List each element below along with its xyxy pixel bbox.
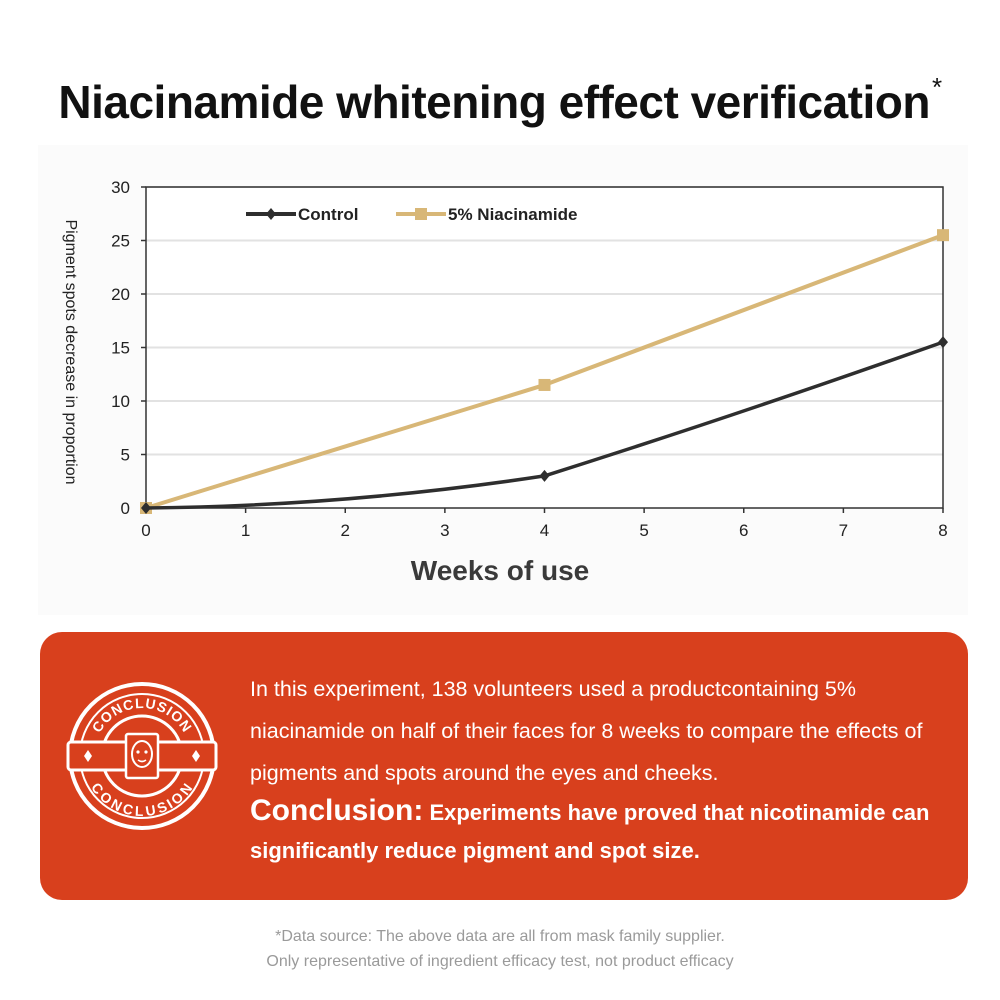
- x-tick-label: 4: [540, 521, 549, 540]
- data-point: [539, 469, 550, 482]
- svg-text:CONCLUSION: CONCLUSION: [88, 780, 196, 820]
- x-tick-label: 8: [938, 521, 947, 540]
- y-tick-label: 10: [111, 392, 130, 411]
- y-tick-label: 25: [111, 232, 130, 251]
- page-title: Niacinamide whitening effect verificatio…: [58, 72, 942, 128]
- footnote: *Data source: The above data are all fro…: [0, 924, 1000, 974]
- data-point: [538, 378, 551, 391]
- x-tick-label: 0: [141, 521, 150, 540]
- x-axis-title: Weeks of use: [410, 555, 590, 586]
- data-point: [141, 502, 151, 514]
- conclusion-panel: CONCLUSION CONCLUSION In this experiment…: [40, 632, 968, 900]
- legend-label: Control: [298, 205, 358, 224]
- x-tick-label: 7: [839, 521, 848, 540]
- x-tick-label: 6: [739, 521, 748, 540]
- y-tick-label: 20: [111, 285, 130, 304]
- legend-label: 5% Niacinamide: [448, 205, 577, 224]
- x-tick-label: 1: [241, 521, 250, 540]
- x-tick-label: 3: [440, 521, 449, 540]
- badge-bottom-text: CONCLUSION: [88, 780, 195, 820]
- y-tick-label: 30: [111, 178, 130, 197]
- data-point: [938, 336, 948, 349]
- x-tick-label: 5: [639, 521, 648, 540]
- legend-marker: [415, 208, 427, 220]
- legend-marker: [266, 208, 276, 220]
- y-tick-label: 15: [111, 339, 130, 358]
- y-axis-title: Pigment spots decrease in proportion: [62, 219, 79, 485]
- data-point: [937, 229, 949, 242]
- footnote-line-1: *Data source: The above data are all fro…: [275, 928, 725, 945]
- x-tick-label: 2: [341, 521, 350, 540]
- conclusion-text: Experiments have proved that nicotinamid…: [250, 800, 930, 863]
- footnote-line-2: Only representative of ingredient effica…: [266, 953, 734, 970]
- chart-area: 0 5 10 15 20 25 30 0 1 2 3 4 5 6 7 8 Control 5% Niacinami…: [38, 145, 968, 615]
- experiment-description: In this experiment, 138 volunteers used …: [250, 677, 923, 785]
- conclusion-lead: Conclusion:: [250, 794, 424, 827]
- y-tick-label: 5: [121, 446, 130, 465]
- title-asterisk: *: [931, 72, 942, 102]
- y-tick-label: 0: [121, 499, 130, 518]
- conclusion-badge-icon: CONCLUSION CONCLUSION: [66, 682, 218, 830]
- conclusion-statement: Conclusion: Experiments have proved that…: [250, 792, 950, 870]
- line-chart: 0 5 10 15 20 25 30 0 1 2 3 4 5 6 7 8 Control 5% Niacinami…: [111, 178, 949, 540]
